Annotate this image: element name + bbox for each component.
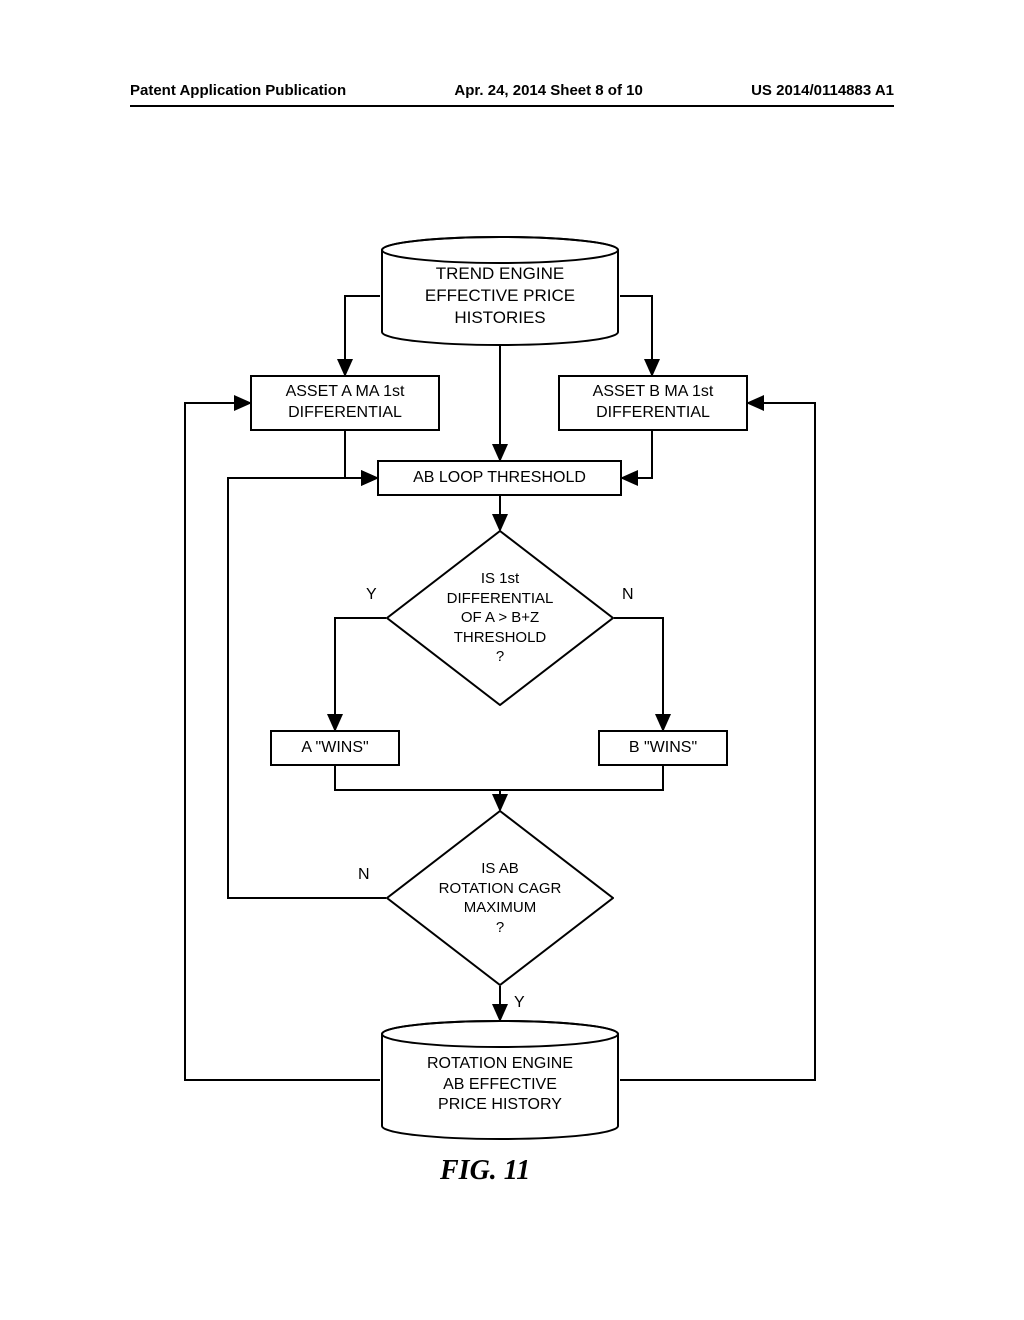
cylinder-rotation-engine: ROTATION ENGINEAB EFFECTIVEPRICE HISTORY [380,1020,620,1140]
diamond2-label: IS ABROTATION CAGRMAXIMUM? [439,859,562,937]
cyl-bot-label: ROTATION ENGINEAB EFFECTIVEPRICE HISTORY [427,1054,573,1116]
rect-a-label: ASSET A MA 1stDIFFERENTIAL [286,382,405,424]
rect-b-wins: B "WINS" [598,730,728,766]
rect-loop-label: AB LOOP THRESHOLD [413,468,586,489]
decision-differential: IS 1stDIFFERENTIALOF A > B+ZTHRESHOLD? [386,530,614,706]
flowchart-diagram: TREND ENGINEEFFECTIVE PRICEHISTORIES ASS… [0,200,1024,1200]
header-right: US 2014/0114883 A1 [751,82,894,99]
figure-caption: FIG. 11 [440,1155,530,1187]
rect-asset-a: ASSET A MA 1stDIFFERENTIAL [250,375,440,431]
cylinder-trend-engine: TREND ENGINEEFFECTIVE PRICEHISTORIES [380,236,620,346]
decision-cagr-max: IS ABROTATION CAGRMAXIMUM? [386,810,614,986]
rect-b-label: ASSET B MA 1stDIFFERENTIAL [593,382,714,424]
rect-a-wins: A "WINS" [270,730,400,766]
awins-label: A "WINS" [301,738,368,759]
label-n1: N [622,586,634,604]
bwins-label: B "WINS" [629,738,697,759]
header-left: Patent Application Publication [130,82,346,99]
label-n2: N [358,866,370,884]
cyl-top-label: TREND ENGINEEFFECTIVE PRICEHISTORIES [425,263,575,329]
diamond1-label: IS 1stDIFFERENTIALOF A > B+ZTHRESHOLD? [447,569,554,667]
rect-ab-loop-threshold: AB LOOP THRESHOLD [377,460,622,496]
label-y1: Y [366,586,377,604]
label-y2: Y [514,994,525,1012]
header-center: Apr. 24, 2014 Sheet 8 of 10 [454,82,642,99]
rect-asset-b: ASSET B MA 1stDIFFERENTIAL [558,375,748,431]
